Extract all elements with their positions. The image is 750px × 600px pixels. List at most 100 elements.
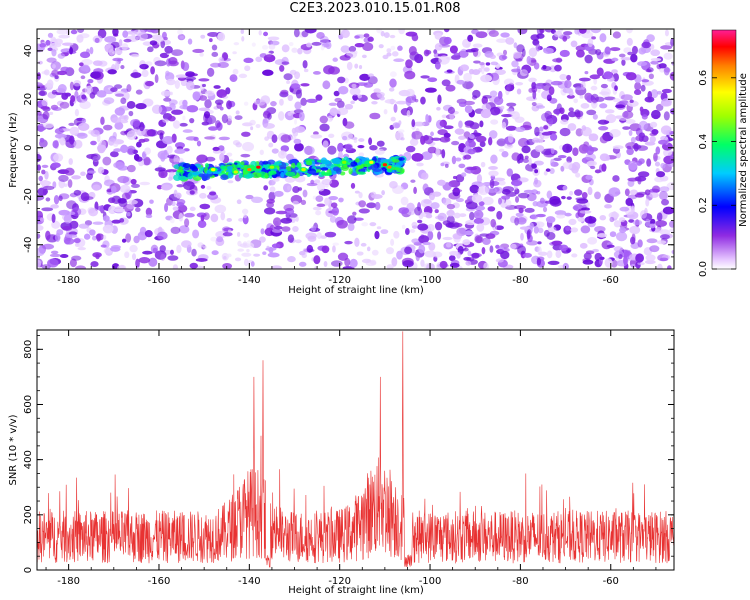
heatmap-cell: [646, 238, 658, 244]
heatmap-cell: [287, 185, 291, 191]
heatmap-cell: [333, 90, 340, 97]
heatmap-cell: [438, 55, 450, 65]
heatmap-cell: [228, 158, 234, 163]
top-ytick-label: -20: [23, 188, 34, 204]
heatmap-cell: [182, 115, 186, 121]
heatmap-cell: [661, 98, 672, 107]
heatmap-cell: [167, 115, 176, 122]
heatmap-cell: [226, 217, 232, 222]
heatmap-cell: [551, 240, 563, 246]
heatmap-cell: [242, 241, 248, 247]
heatmap-cell: [467, 34, 474, 42]
heatmap-cell: [139, 121, 145, 132]
heatmap-cell: [45, 197, 51, 202]
heatmap-cell: [331, 206, 340, 216]
heatmap-cell: [223, 255, 227, 260]
heatmap-cell: [184, 218, 190, 228]
heatmap-cell: [513, 42, 518, 49]
heatmap-cell: [518, 207, 524, 214]
heatmap-cell: [538, 227, 544, 234]
heatmap-cell: [322, 172, 333, 177]
heatmap-cell: [110, 87, 118, 93]
heatmap-cell: [248, 242, 255, 249]
heatmap-cell: [218, 136, 231, 141]
heatmap-cell: [120, 144, 129, 153]
heatmap-cell: [415, 251, 420, 262]
heatmap-cell: [272, 178, 280, 182]
heatmap-cell: [291, 47, 298, 53]
heatmap-cell: [361, 222, 369, 227]
heatmap-cell: [96, 90, 107, 98]
heatmap-cell: [588, 133, 599, 142]
heatmap-cell: [431, 137, 442, 141]
bottom-xtick-label: -180: [57, 576, 80, 587]
bottom-xtick-label: -140: [238, 576, 261, 587]
heatmap-cell: [528, 157, 532, 166]
heatmap-cell: [430, 202, 440, 209]
heatmap-cell: [65, 234, 78, 239]
heatmap-cell: [664, 29, 669, 37]
heatmap-cell: [280, 134, 292, 143]
heatmap-cell: [477, 186, 490, 196]
heatmap-cell: [656, 212, 663, 221]
heatmap-cell: [37, 82, 43, 88]
heatmap-cell: [463, 154, 472, 160]
heatmap-cell: [531, 101, 537, 106]
heatmap-cell: [327, 145, 337, 155]
heatmap-cell: [637, 262, 645, 266]
heatmap-cell: [416, 162, 424, 167]
heatmap-cell: [37, 225, 44, 231]
heatmap-cell: [596, 67, 604, 77]
heatmap-cell: [338, 85, 349, 95]
heatmap-cell: [465, 219, 476, 226]
heatmap-cell: [360, 242, 367, 247]
heatmap-cell: [299, 250, 306, 256]
heatmap-cell: [376, 226, 382, 230]
heatmap-cell: [471, 252, 480, 259]
heatmap-cell: [128, 110, 134, 117]
heatmap-cell: [204, 163, 210, 168]
heatmap-cell: [243, 101, 249, 106]
heatmap-cell: [467, 148, 476, 155]
heatmap-cell: [357, 144, 365, 149]
heatmap-cell: [495, 258, 504, 263]
heatmap-cell: [550, 158, 555, 167]
heatmap-cell: [421, 172, 429, 180]
heatmap-cell: [154, 60, 167, 67]
heatmap-cell: [67, 179, 73, 188]
heatmap-cell: [400, 196, 409, 206]
heatmap-cell: [550, 80, 563, 86]
heatmap-cell: [564, 79, 572, 89]
heatmap-cell: [235, 142, 242, 148]
heatmap-cell: [113, 208, 126, 213]
heatmap-cell: [575, 113, 581, 118]
heatmap-cell: [174, 148, 186, 154]
heatmap-cell: [604, 46, 611, 55]
heatmap-cell: [198, 107, 210, 111]
heatmap-cell: [241, 36, 245, 42]
heatmap-cell: [250, 261, 255, 267]
heatmap-cell: [624, 118, 636, 124]
heatmap-cell: [638, 158, 645, 165]
heatmap-cell: [533, 62, 540, 70]
heatmap-cell: [227, 229, 232, 233]
heatmap-cell: [422, 241, 431, 246]
heatmap-cell: [476, 135, 487, 143]
heatmap-cell: [90, 140, 97, 146]
heatmap-cell: [437, 231, 442, 240]
heatmap-cell: [648, 192, 659, 198]
heatmap-cell: [405, 88, 415, 98]
heatmap-cell: [294, 71, 301, 80]
heatmap-cell: [298, 261, 307, 267]
heatmap-cell: [162, 118, 169, 123]
heatmap-cell: [657, 263, 663, 269]
heatmap-cell: [137, 32, 149, 41]
heatmap-cell: [555, 57, 563, 63]
heatmap-cell: [144, 147, 151, 155]
heatmap-cell: [646, 158, 652, 167]
heatmap-cell: [566, 94, 575, 99]
heatmap-cell: [468, 68, 475, 75]
heatmap-cell: [92, 60, 103, 66]
heatmap-cell: [599, 33, 607, 43]
heatmap-cell: [142, 250, 153, 255]
